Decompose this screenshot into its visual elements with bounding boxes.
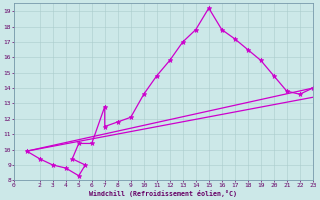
X-axis label: Windchill (Refroidissement éolien,°C): Windchill (Refroidissement éolien,°C) (89, 190, 237, 197)
